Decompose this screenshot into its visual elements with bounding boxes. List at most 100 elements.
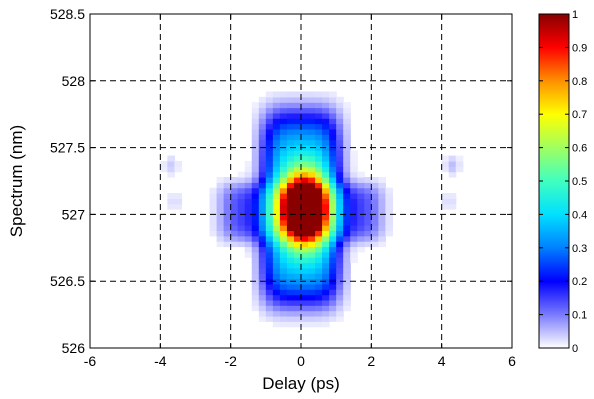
heatmap-cell — [315, 176, 323, 183]
heatmap-cell — [286, 289, 295, 296]
heatmap-cell — [272, 118, 281, 125]
heatmap-cell — [286, 203, 295, 210]
heatmap-cell — [265, 246, 274, 253]
heatmap-cell — [174, 198, 183, 205]
heatmap-cell — [308, 91, 316, 98]
heatmap-cell — [265, 139, 274, 146]
heatmap-cell — [258, 176, 267, 183]
heatmap-cell — [315, 166, 323, 173]
heatmap-cell — [343, 193, 351, 199]
heatmap-cell — [322, 166, 330, 173]
heatmap-cell — [237, 198, 246, 205]
heatmap-cell — [336, 315, 344, 322]
heatmap-cell — [371, 198, 379, 205]
heatmap-cell — [272, 112, 281, 119]
heatmap-cell — [308, 209, 316, 215]
heatmap-cell — [167, 171, 175, 178]
heatmap-cell — [378, 209, 386, 215]
heatmap-cell — [350, 257, 358, 264]
y-tick-label: 526 — [62, 340, 86, 356]
heatmap-cell — [301, 166, 309, 173]
y-tick-label: 527.5 — [50, 140, 85, 156]
heatmap-cell — [272, 294, 281, 301]
heatmap-cell — [322, 294, 330, 301]
heatmap-cell — [315, 321, 323, 328]
heatmap-cell — [357, 219, 365, 226]
heatmap-cell — [336, 273, 344, 280]
heatmap-cell — [315, 155, 323, 162]
heatmap-cell — [286, 139, 295, 146]
heatmap-cell — [279, 315, 288, 322]
heatmap-cell — [448, 166, 457, 173]
heatmap-cell — [174, 203, 183, 210]
heatmap-cell — [265, 91, 274, 98]
heatmap-cell — [378, 230, 386, 237]
heatmap-cell — [251, 214, 260, 221]
heatmap-cell — [272, 150, 281, 157]
heatmap-cell — [251, 155, 260, 162]
heatmap-cell — [336, 262, 344, 269]
heatmap-cell — [329, 182, 337, 189]
heatmap-cell — [258, 241, 267, 248]
heatmap-cell — [343, 182, 351, 189]
heatmap-cell — [272, 96, 281, 103]
heatmap-cell — [265, 214, 274, 221]
x-tick-label: -4 — [154, 353, 167, 369]
heatmap-cell — [315, 96, 323, 103]
heatmap-cell — [244, 235, 253, 242]
heatmap-cell — [237, 219, 246, 226]
heatmap-cell — [223, 219, 232, 226]
heatmap-cell — [336, 193, 344, 199]
heatmap-cell — [237, 225, 246, 232]
heatmap-cell — [279, 214, 288, 221]
heatmap-cell — [279, 209, 288, 215]
heatmap-cell — [315, 305, 323, 312]
heatmap-cell — [286, 267, 295, 274]
colorbar-ticks: 0 0.1 0.2 0.3 0.4 0.5 0.6 0.7 0.8 0.9 1 — [539, 9, 587, 355]
heatmap-cell — [329, 150, 337, 157]
heatmap-cell — [258, 171, 267, 178]
heatmap-cell — [301, 289, 309, 296]
heatmap-cell — [272, 321, 281, 328]
heatmap-cell — [308, 289, 316, 296]
heatmap-cell — [371, 214, 379, 221]
heatmap-cell — [272, 235, 281, 242]
heatmap-cell — [343, 235, 351, 242]
heatmap-cell — [357, 182, 365, 189]
heatmap-cell — [301, 315, 309, 322]
heatmap-cell — [258, 310, 267, 317]
heatmap-cell — [293, 289, 302, 296]
heatmap-cell — [293, 235, 302, 242]
heatmap-cell — [216, 187, 225, 194]
heatmap-cell — [308, 315, 316, 322]
heatmap-cell — [308, 251, 316, 258]
heatmap-cell — [329, 214, 337, 221]
heatmap-cell — [308, 96, 316, 103]
heatmap-cell — [308, 321, 316, 328]
heatmap-cell — [357, 203, 365, 210]
heatmap-cell — [308, 155, 316, 162]
heatmap-cell — [251, 118, 260, 125]
heatmap-cell — [216, 203, 225, 210]
heatmap-cell — [265, 166, 274, 173]
heatmap-cell — [258, 96, 267, 103]
heatmap-cell — [315, 294, 323, 301]
heatmap-cell — [279, 225, 288, 232]
heatmap-cell — [441, 155, 450, 162]
heatmap-cell — [315, 246, 323, 253]
colorbar-tick-label: 0.5 — [572, 176, 587, 188]
heatmap-cell — [343, 203, 351, 210]
heatmap-cell — [223, 230, 232, 237]
heatmap-cell — [308, 128, 316, 135]
heatmap-cell — [223, 203, 232, 210]
heatmap-cell — [315, 225, 323, 232]
heatmap-cell — [322, 187, 330, 194]
heatmap-cell — [258, 315, 267, 322]
heatmap-cell — [230, 187, 239, 194]
colorbar-tick-label: 0.4 — [572, 209, 587, 221]
heatmap-cell — [329, 283, 337, 290]
heatmap-cell — [364, 241, 372, 248]
heatmap-cell — [272, 214, 281, 221]
heatmap-cell — [301, 187, 309, 194]
heatmap-cell — [357, 230, 365, 237]
